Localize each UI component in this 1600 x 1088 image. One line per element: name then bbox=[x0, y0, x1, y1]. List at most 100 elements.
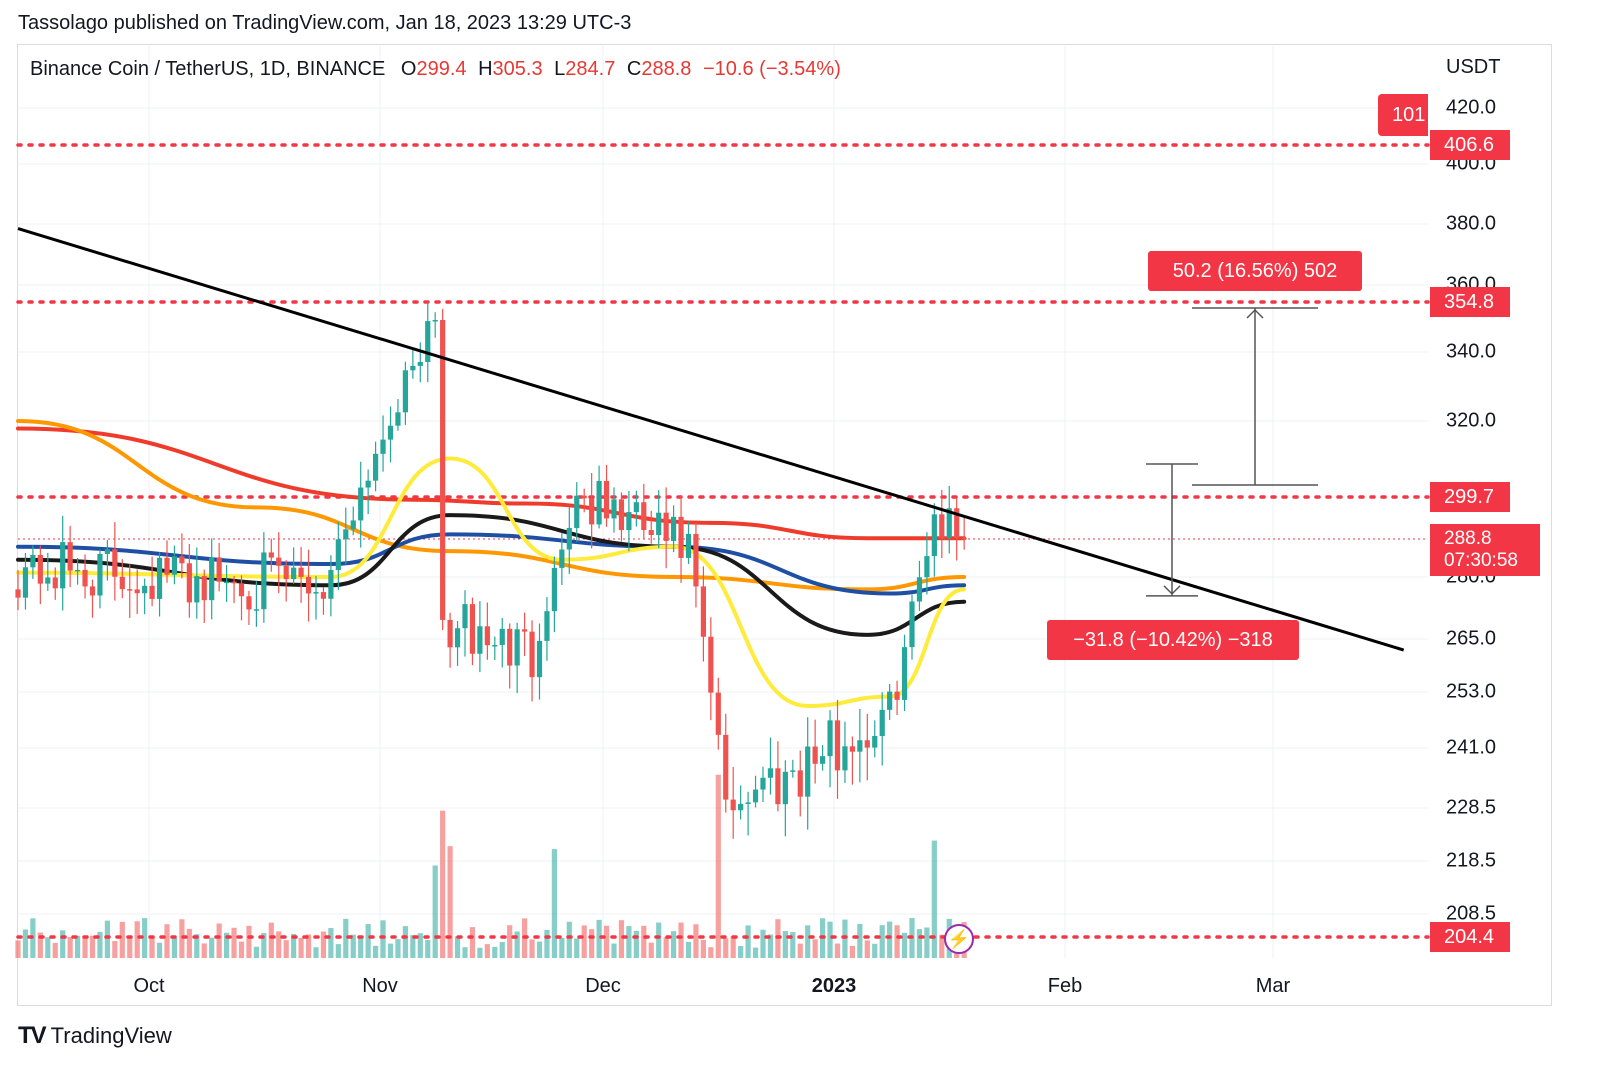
candle-body bbox=[343, 529, 349, 540]
volume-bar bbox=[410, 935, 416, 958]
volume-bar bbox=[812, 939, 818, 958]
volume-bar bbox=[283, 940, 289, 958]
volume-bar bbox=[648, 942, 654, 958]
candle-body bbox=[142, 585, 148, 594]
candle-body bbox=[901, 647, 908, 700]
volume-bar bbox=[89, 935, 96, 958]
volume-bar bbox=[782, 931, 788, 958]
candle-body bbox=[671, 516, 677, 541]
volume-bar bbox=[82, 937, 88, 958]
measure-label-up[interactable]: 50.2 (16.56%) 502 bbox=[1148, 251, 1362, 291]
candle-body bbox=[89, 586, 96, 596]
candle-body bbox=[872, 735, 878, 748]
volume-bar bbox=[797, 943, 803, 958]
volume-bar bbox=[134, 921, 140, 958]
volume-bar bbox=[872, 943, 878, 958]
volume-bar bbox=[328, 928, 334, 958]
volume-bar bbox=[425, 939, 431, 958]
measure-arrowhead bbox=[1163, 585, 1181, 595]
measure-label-down[interactable]: −31.8 (−10.42%) −318 bbox=[1047, 620, 1299, 660]
x-tick: Feb bbox=[1047, 975, 1083, 997]
candle-body bbox=[186, 563, 192, 603]
candle-body bbox=[253, 609, 259, 611]
candle-body bbox=[209, 557, 215, 601]
level-tag-354: 354.8 bbox=[1430, 287, 1510, 317]
candle-body bbox=[700, 586, 706, 637]
trendline bbox=[17, 227, 1405, 652]
volume-bar bbox=[380, 920, 386, 958]
candle-body bbox=[767, 768, 774, 778]
volume-bar bbox=[127, 937, 133, 958]
volume-bar bbox=[499, 942, 505, 958]
candle-body bbox=[745, 802, 751, 804]
moving-average-line bbox=[16, 532, 967, 596]
candle-body bbox=[328, 570, 334, 599]
candle-body bbox=[961, 537, 967, 540]
candle-body bbox=[380, 439, 386, 454]
measure-arrowhead bbox=[1246, 308, 1264, 319]
lightning-icon[interactable]: ⚡ bbox=[944, 924, 974, 954]
y-tick: 208.5 bbox=[1446, 902, 1497, 925]
candle-body bbox=[350, 520, 356, 530]
candle-body bbox=[633, 502, 639, 513]
candle-body bbox=[231, 581, 237, 584]
volume-bar bbox=[633, 930, 639, 958]
candle-body bbox=[67, 542, 73, 571]
candle-body bbox=[164, 557, 170, 575]
candle-body bbox=[477, 626, 483, 654]
close-value: 288.8 bbox=[641, 58, 692, 80]
volume-bar bbox=[350, 934, 356, 958]
volume-bar bbox=[790, 932, 796, 958]
x-tick: Dec bbox=[585, 975, 621, 997]
volume-bar bbox=[253, 946, 259, 958]
volume-bars bbox=[15, 774, 967, 958]
x-tick: Oct bbox=[133, 975, 165, 997]
volume-bar bbox=[477, 947, 483, 958]
volume-bar bbox=[663, 937, 669, 958]
volume-bar bbox=[156, 942, 163, 958]
candle-body bbox=[603, 481, 610, 519]
volume-bar bbox=[931, 840, 937, 958]
candle-body bbox=[536, 640, 543, 678]
symbol-legend: Binance Coin / TetherUS, 1D, BINANCE O29… bbox=[30, 58, 841, 81]
candle-body bbox=[119, 576, 125, 590]
volume-bar bbox=[678, 922, 684, 958]
candle-body bbox=[760, 777, 766, 790]
volume-bar bbox=[492, 946, 498, 958]
volume-bar bbox=[894, 925, 900, 958]
volume-bar bbox=[194, 934, 200, 958]
volume-bar bbox=[67, 937, 73, 958]
candle-body bbox=[395, 412, 401, 426]
volume-bar bbox=[104, 920, 110, 958]
volume-bar bbox=[611, 943, 617, 958]
candle-body bbox=[752, 789, 759, 803]
current-price-tag: 288.8 07:30:58 bbox=[1430, 524, 1540, 576]
candle-body bbox=[15, 589, 21, 598]
candle-body bbox=[544, 611, 550, 641]
volume-bar bbox=[566, 921, 572, 958]
candle-body bbox=[469, 604, 476, 654]
moving-averages bbox=[16, 419, 967, 709]
volume-bar bbox=[752, 947, 759, 958]
volume-bar bbox=[373, 945, 379, 958]
volume-bar bbox=[171, 937, 178, 958]
volume-bar bbox=[760, 929, 766, 958]
candle-body bbox=[134, 589, 140, 594]
tradingview-footer[interactable]: TV TradingView bbox=[18, 1022, 172, 1050]
volume-bar bbox=[60, 930, 66, 958]
volume-bar bbox=[842, 919, 848, 958]
candle-body bbox=[261, 552, 267, 610]
volume-bar bbox=[901, 932, 908, 958]
volume-bar bbox=[365, 924, 371, 958]
volume-bar bbox=[626, 926, 632, 958]
volume-bar bbox=[730, 936, 736, 958]
candle-body bbox=[648, 530, 654, 535]
candle-body bbox=[715, 692, 721, 735]
volume-bar bbox=[596, 919, 602, 958]
candle-body bbox=[812, 746, 818, 764]
volume-bar bbox=[320, 931, 327, 958]
y-tick: 265.0 bbox=[1446, 627, 1497, 650]
volume-bar bbox=[603, 925, 610, 958]
volume-bar bbox=[343, 918, 349, 958]
